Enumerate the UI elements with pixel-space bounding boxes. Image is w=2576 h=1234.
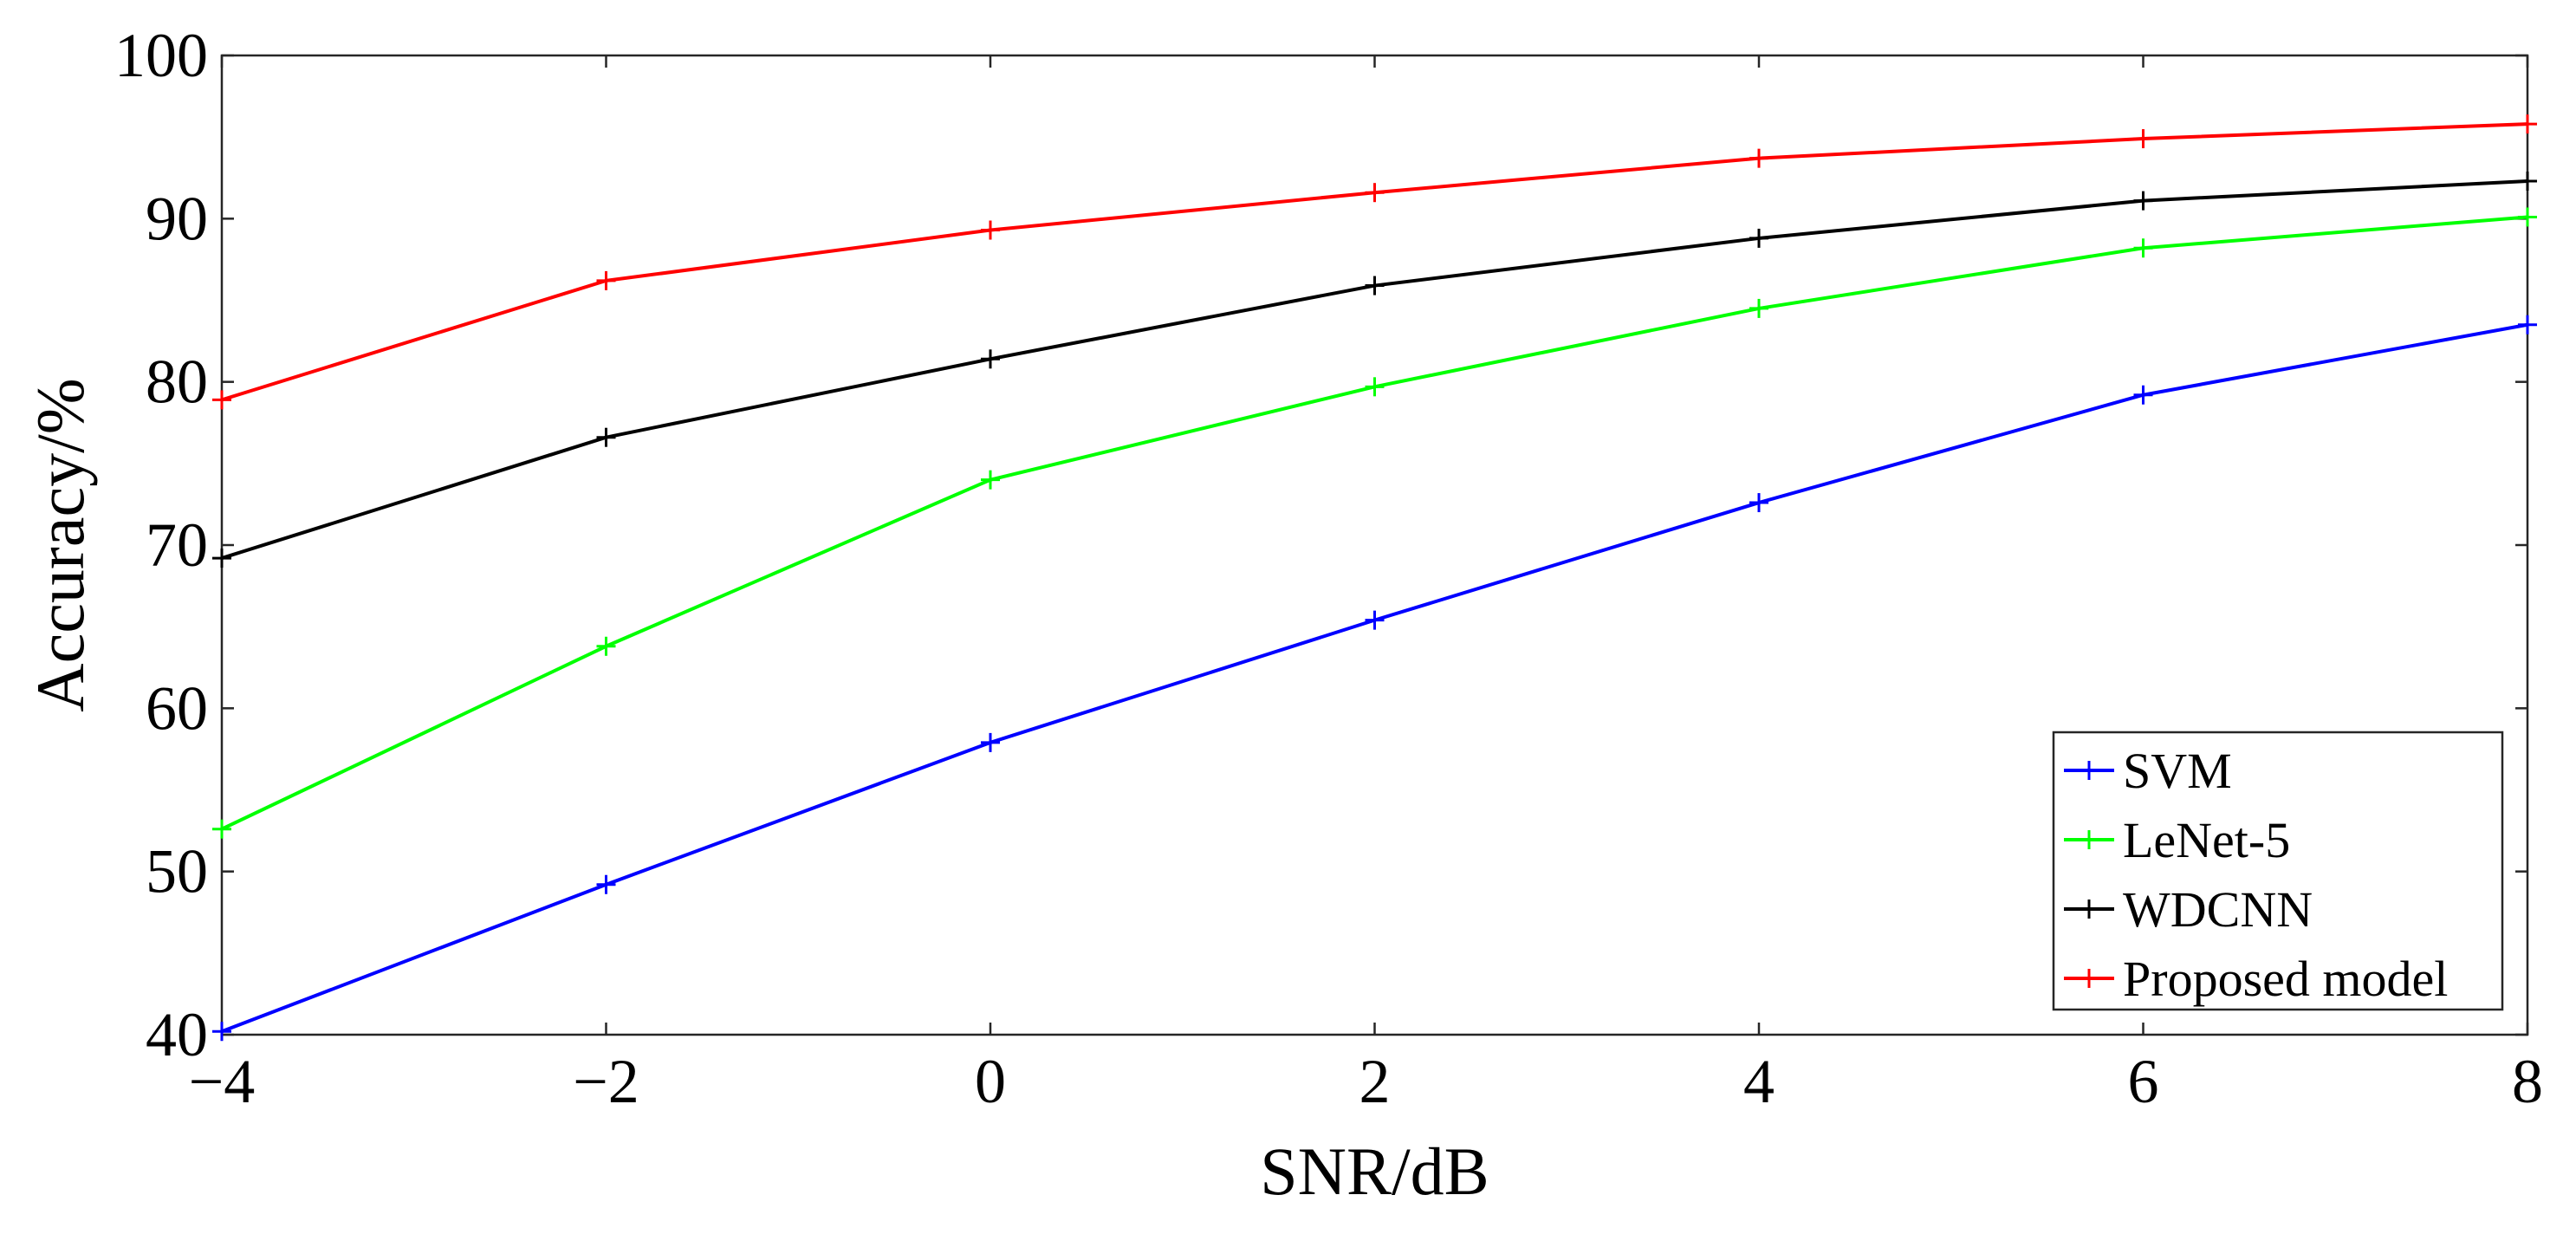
series-wdcnn xyxy=(212,172,2537,568)
legend-item-svm: SVM xyxy=(2064,743,2232,799)
y-tick-label: 50 xyxy=(146,837,208,906)
legend-marker xyxy=(2080,969,2099,988)
y-axis-title: Accuracy/% xyxy=(23,378,98,711)
x-tick-label: −4 xyxy=(189,1047,256,1116)
x-tick-label: 0 xyxy=(975,1047,1006,1116)
data-point-lenet-5 xyxy=(1749,298,1768,318)
series-lenet-5 xyxy=(212,207,2537,839)
data-point-lenet-5 xyxy=(596,636,616,656)
data-point-svm xyxy=(2518,315,2537,334)
legend-marker xyxy=(2080,761,2099,780)
series-svm xyxy=(212,315,2537,1042)
y-tick-label: 60 xyxy=(146,673,208,743)
legend-item-wdcnn: WDCNN xyxy=(2064,881,2313,938)
data-point-wdcnn xyxy=(2518,172,2537,192)
data-point-svm xyxy=(2133,385,2153,405)
x-tick-label: 4 xyxy=(1743,1047,1775,1116)
x-tick-label: 8 xyxy=(2512,1047,2543,1116)
data-point-svm xyxy=(981,732,1000,752)
data-point-wdcnn xyxy=(2133,191,2153,211)
y-tick-label: 100 xyxy=(114,21,208,90)
y-tick-label: 90 xyxy=(146,184,208,253)
data-point-wdcnn xyxy=(212,549,231,568)
legend-marker xyxy=(2080,900,2099,919)
data-point-wdcnn xyxy=(1749,228,1768,248)
legend-item-proposed-model: Proposed model xyxy=(2064,951,2448,1007)
data-point-svm xyxy=(212,1022,231,1042)
data-point-wdcnn xyxy=(981,349,1000,369)
data-point-proposed-model xyxy=(1365,183,1385,203)
data-point-proposed-model xyxy=(1749,148,1768,168)
data-point-proposed-model xyxy=(2133,129,2153,149)
data-point-lenet-5 xyxy=(1365,377,1385,397)
data-point-lenet-5 xyxy=(212,819,231,839)
data-point-proposed-model xyxy=(2518,114,2537,134)
data-point-lenet-5 xyxy=(2518,207,2537,227)
series-proposed-model xyxy=(212,114,2537,410)
legend-label: LeNet-5 xyxy=(2123,812,2290,868)
data-point-lenet-5 xyxy=(981,470,1000,490)
data-point-wdcnn xyxy=(1365,276,1385,296)
data-point-lenet-5 xyxy=(2133,238,2153,258)
data-point-wdcnn xyxy=(596,427,616,447)
legend-label: SVM xyxy=(2123,743,2232,799)
legend-marker xyxy=(2080,830,2099,849)
y-tick-label: 40 xyxy=(146,1000,208,1069)
y-tick-label: 70 xyxy=(146,510,208,580)
data-point-svm xyxy=(1749,493,1768,513)
data-point-proposed-model xyxy=(212,390,231,410)
data-point-svm xyxy=(1365,610,1385,630)
x-tick-label: −2 xyxy=(573,1047,639,1116)
data-point-proposed-model xyxy=(596,270,616,290)
legend-box xyxy=(2052,731,2504,1011)
data-point-proposed-model xyxy=(981,220,1000,240)
x-axis-title: SNR/dB xyxy=(1260,1133,1489,1209)
legend-label: Proposed model xyxy=(2123,951,2448,1007)
y-tick-label: 80 xyxy=(146,347,208,417)
data-point-svm xyxy=(596,874,616,894)
legend-item-lenet-5: LeNet-5 xyxy=(2064,812,2290,868)
legend-label: WDCNN xyxy=(2123,881,2313,938)
x-tick-label: 2 xyxy=(1359,1047,1391,1116)
x-tick-label: 6 xyxy=(2128,1047,2159,1116)
